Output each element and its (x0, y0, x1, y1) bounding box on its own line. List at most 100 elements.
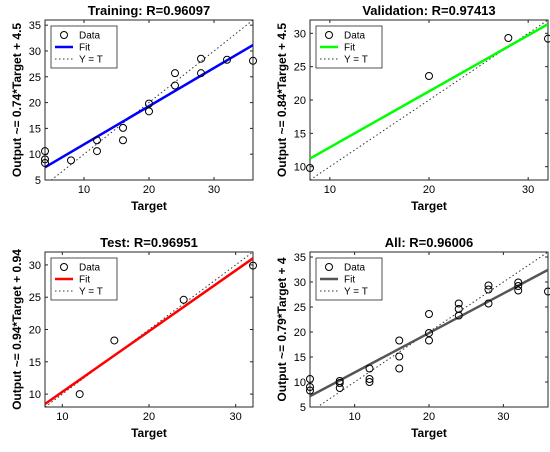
y-tick-label: 10 (29, 149, 41, 161)
y-tick-label: 35 (294, 252, 306, 264)
fit-line (310, 268, 548, 398)
legend-data-marker (325, 263, 333, 271)
subplot-validation: 10 20 30 10 15 20 25 30 Validation: R=0.97413 Tar… (275, 3, 550, 213)
y-tick-label: 5 (300, 402, 306, 414)
data-point (41, 155, 49, 164)
y-tick-label: 15 (294, 352, 306, 364)
legend-entry: Data (79, 263, 101, 274)
chart-title: Validation: R=0.97413 (362, 3, 495, 18)
y-tick-label: 25 (29, 292, 41, 304)
subplot-all: 10 20 30 5 10 15 20 25 30 35 All: R=0.96006 Target O… (275, 235, 550, 440)
data-point (484, 281, 493, 290)
x-tick-label: 20 (143, 411, 155, 423)
x-tick-label: 30 (230, 411, 242, 423)
x-tick-label: 10 (78, 184, 90, 196)
x-tick-label: 10 (349, 411, 361, 423)
y-tick-label: 15 (294, 128, 306, 140)
data-point (514, 286, 523, 295)
y-tick-label: 20 (294, 327, 306, 339)
y-tick-label: 30 (294, 28, 306, 40)
data-point (93, 147, 101, 156)
subplot-test: 10 20 30 10 15 20 25 30 Test: R=0.96951 Target Out… (10, 235, 257, 440)
data-point (504, 34, 513, 42)
data-point (514, 278, 523, 287)
data-point (223, 55, 231, 64)
legend-entry: Fit (344, 43, 355, 54)
data-point (425, 72, 433, 80)
data-point (395, 364, 404, 373)
data-point (544, 287, 550, 296)
y-tick-label: 10 (294, 377, 306, 389)
data-point (335, 379, 344, 387)
y-tick-label: 15 (29, 357, 41, 369)
legend-entry: Data (344, 263, 366, 274)
data-point (41, 158, 49, 167)
fit-line (45, 257, 253, 406)
x-tick-label: 30 (497, 411, 509, 423)
x-tick-label: 30 (522, 184, 534, 196)
data-point (110, 336, 119, 345)
legend-data-marker (60, 263, 68, 271)
x-tick-label: 20 (423, 184, 435, 196)
data-point (395, 352, 404, 361)
data-point (197, 54, 205, 63)
y-tick-label: 20 (294, 95, 306, 107)
legend-entry: Fit (79, 275, 90, 286)
data-point (365, 364, 374, 373)
data-point (67, 156, 75, 165)
y-tick-label: 10 (294, 162, 306, 174)
data-point (454, 299, 463, 308)
data-point (365, 375, 374, 383)
data-point (41, 147, 49, 156)
legend-entry: Data (344, 31, 366, 42)
data-point (197, 69, 205, 78)
x-tick-label: 20 (143, 184, 155, 196)
y-tick-label: 25 (29, 72, 41, 84)
data-point (425, 329, 433, 337)
legend-entry: Y = T (79, 287, 103, 298)
legend-data-marker (325, 31, 333, 39)
fit-line (310, 23, 548, 160)
data-point (179, 295, 188, 304)
x-axis-label: Target (131, 199, 167, 213)
y-tick-label: 15 (29, 123, 41, 135)
identity-line (45, 252, 253, 407)
data-point (454, 305, 463, 313)
data-point (249, 261, 257, 270)
x-axis-label: Target (411, 199, 447, 213)
y-axis-label: Output ~= 0.79*Target + 4 (275, 257, 289, 401)
x-axis-label: Target (131, 426, 167, 440)
y-tick-label: 25 (294, 62, 306, 74)
data-point (119, 136, 127, 145)
data-point (306, 383, 314, 391)
x-tick-label: 10 (56, 411, 68, 423)
legend-entry: Y = T (79, 55, 103, 66)
x-tick-label: 30 (208, 184, 220, 196)
y-tick-label: 20 (29, 98, 41, 110)
y-tick-label: 30 (29, 260, 41, 272)
x-axis-label: Target (411, 426, 447, 440)
y-tick-label: 35 (29, 20, 41, 32)
y-axis-label: Output ~= 0.74*Target + 4.5 (10, 23, 24, 177)
y-tick-label: 20 (29, 325, 41, 337)
data-point (171, 81, 179, 90)
data-point (335, 377, 344, 385)
data-point (306, 164, 314, 172)
chart-title: Test: R=0.96951 (100, 235, 198, 250)
identity-line (50, 20, 253, 180)
y-tick-label: 25 (294, 302, 306, 314)
data-point (145, 99, 153, 108)
subplot-training: 10 20 30 5 10 15 20 25 30 35 Training: R=0.96097 Ta… (10, 3, 257, 213)
data-point (365, 378, 374, 386)
data-point (306, 375, 314, 383)
y-axis-label: Output ~= 0.84*Target + 4.5 (275, 23, 289, 177)
data-point (171, 69, 179, 78)
legend-data-marker (60, 31, 68, 39)
legend-entry: Fit (344, 275, 355, 286)
chart-title: Training: R=0.96097 (88, 3, 210, 18)
data-point (306, 386, 314, 395)
